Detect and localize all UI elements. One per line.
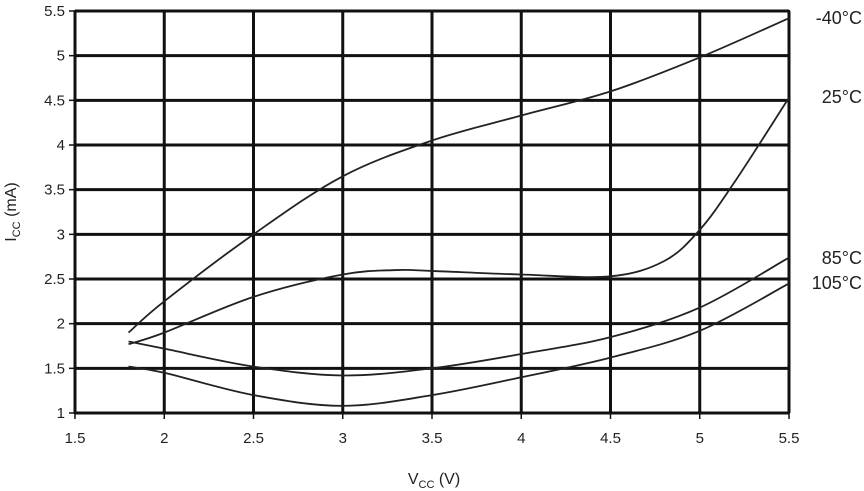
y-axis-ticks: 1 1.5 2 2.5 3 3.5 4 4.5 5 5.5 bbox=[44, 3, 75, 422]
series-label-85c: 85°C bbox=[822, 248, 862, 268]
x-axis-label: VCC (V) bbox=[408, 471, 460, 491]
x-tick-label-5: 4 bbox=[517, 430, 525, 447]
y-axis-label-sub: CC bbox=[11, 221, 23, 237]
series-line-105c bbox=[128, 282, 790, 407]
x-tick-label-7: 5 bbox=[696, 430, 704, 447]
x-axis-label-sub: CC bbox=[419, 479, 435, 491]
y-tick-label-4: 3 bbox=[57, 226, 65, 243]
x-axis-label-main: V bbox=[408, 471, 419, 488]
y-tick-label-9: 5.5 bbox=[44, 3, 65, 20]
y-tick-label-0: 1 bbox=[57, 405, 65, 422]
x-tick-label-6: 4.5 bbox=[600, 430, 621, 447]
x-axis-label-unit: (V) bbox=[434, 471, 460, 488]
y-tick-label-6: 4 bbox=[57, 137, 65, 154]
x-tick-label-0: 1.5 bbox=[65, 430, 86, 447]
x-tick-label-3: 3 bbox=[339, 430, 347, 447]
series-lines bbox=[127, 17, 790, 407]
y-tick-label-3: 2.5 bbox=[44, 271, 65, 288]
x-axis-ticks: 1.5 2 2.5 3 3.5 4 4.5 5 5.5 bbox=[65, 413, 800, 447]
x-tick-label-2: 2.5 bbox=[243, 430, 264, 447]
y-tick-label-1: 1.5 bbox=[44, 360, 65, 377]
y-axis-label: ICC (mA) bbox=[3, 182, 23, 241]
series-label-minus-40c: -40°C bbox=[816, 8, 862, 28]
series-line-85c bbox=[128, 256, 790, 377]
series-label-25c: 25°C bbox=[822, 87, 862, 107]
y-axis-label-unit: (mA) bbox=[3, 182, 20, 221]
y-tick-label-2: 2 bbox=[57, 316, 65, 333]
series-line-25c bbox=[128, 97, 790, 346]
series-labels: -40°C 25°C 85°C 105°C bbox=[812, 8, 862, 293]
series-label-105c: 105°C bbox=[812, 273, 862, 293]
x-tick-label-8: 5.5 bbox=[779, 430, 800, 447]
x-tick-label-1: 2 bbox=[160, 430, 168, 447]
series-line-minus-40c bbox=[127, 17, 790, 334]
y-axis-label-main: I bbox=[3, 237, 20, 241]
y-tick-label-7: 4.5 bbox=[44, 92, 65, 109]
y-tick-label-8: 5 bbox=[57, 48, 65, 65]
y-tick-label-5: 3.5 bbox=[44, 182, 65, 199]
x-tick-label-4: 3.5 bbox=[422, 430, 443, 447]
